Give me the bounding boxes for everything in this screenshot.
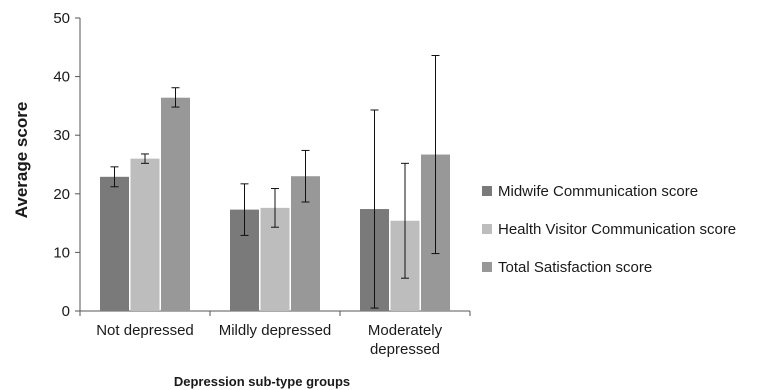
- y-tick-labels: 0 10 20 30 40 50: [53, 10, 70, 320]
- bar: [100, 176, 129, 311]
- x-category-label: Moderately depressed: [368, 322, 443, 358]
- legend-label: Total Satisfaction score: [498, 259, 652, 276]
- y-tick-label: 40: [53, 69, 70, 86]
- y-tick-label: 50: [53, 10, 70, 27]
- legend-swatch: [482, 224, 492, 234]
- bar: [130, 158, 160, 311]
- x-category-label: Mildly depressed: [219, 322, 332, 339]
- legend-swatch: [482, 262, 492, 272]
- legend-label: Health Visitor Communication score: [498, 221, 736, 238]
- bar-series: [100, 97, 450, 311]
- legend-label: Midwife Communication score: [498, 183, 698, 200]
- x-category-label: Not depressed: [96, 322, 194, 339]
- bar: [161, 97, 190, 311]
- x-axis-label: Depression sub-type groups: [174, 374, 350, 389]
- x-category-labels: Not depressed Mildly depressed Moderately d…: [96, 322, 442, 358]
- y-tick-label: 10: [53, 244, 70, 261]
- error-bars: [110, 55, 440, 309]
- y-tick-label: 0: [62, 303, 70, 320]
- y-tick-label: 20: [53, 186, 70, 203]
- legend: Midwife Communication score Health Visito…: [482, 183, 736, 276]
- legend-swatch: [482, 186, 492, 196]
- y-axis-label: Average score: [12, 102, 31, 219]
- y-tick-label: 30: [53, 127, 70, 144]
